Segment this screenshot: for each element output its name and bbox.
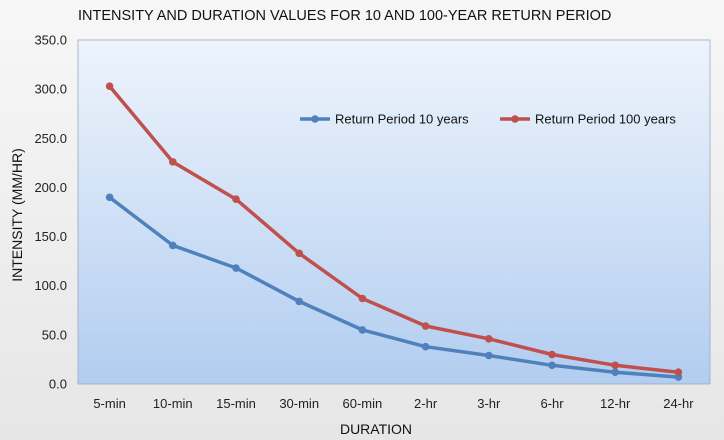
data-point [548, 361, 556, 370]
x-tick-label: 60-min [343, 396, 383, 411]
legend-item: Return Period 100 years [500, 112, 676, 127]
x-tick-label: 15-min [216, 396, 256, 411]
y-axis: 0.0 50.0 100.0 150.0 200.0 250.0 300.0 350.0 [34, 33, 67, 392]
data-point [295, 249, 304, 258]
legend-item: Return Period 10 years [300, 112, 469, 127]
y-tick-label: 350.0 [34, 33, 67, 48]
data-point [169, 158, 177, 166]
x-axis-title: DURATION [340, 421, 412, 437]
y-tick-label: 200.0 [34, 180, 67, 195]
data-point [105, 82, 114, 90]
data-point [611, 361, 619, 370]
data-point [485, 334, 493, 343]
x-tick-label: 24-hr [663, 396, 694, 411]
series-line [107, 195, 681, 379]
chart-title: INTENSITY AND DURATION VALUES FOR 10 AND… [78, 8, 611, 24]
data-point [548, 350, 556, 359]
x-axis: 5-min 10-min 15-min 30-min 60-min 2-hr 3-hr 6-h… [93, 396, 694, 411]
y-tick-label: 250.0 [34, 131, 67, 146]
x-tick-label: 30-min [279, 396, 319, 411]
legend-marker [311, 115, 319, 123]
x-tick-label: 3-hr [477, 396, 501, 411]
y-tick-label: 150.0 [34, 229, 67, 244]
x-tick-label: 2-hr [414, 396, 438, 411]
data-point [674, 368, 683, 377]
series-layer [105, 82, 683, 381]
data-point [485, 351, 493, 360]
legend-marker [511, 115, 519, 123]
x-tick-label: 12-hr [600, 396, 631, 411]
y-tick-label: 0.0 [49, 377, 67, 392]
y-tick-label: 300.0 [34, 82, 67, 97]
y-axis-title: INTENSITY (MM/HR) [9, 148, 25, 282]
data-point [169, 241, 177, 250]
legend-label: Return Period 10 years [335, 112, 469, 127]
data-point [421, 322, 430, 330]
data-point [421, 342, 430, 351]
plot-area [77, 39, 711, 385]
data-point [611, 368, 619, 377]
series-line [107, 84, 681, 374]
y-tick-label: 100.0 [34, 278, 67, 293]
series-1 [105, 193, 683, 381]
legend: Return Period 10 years Return Period 100 … [300, 112, 676, 127]
x-tick-label: 6-hr [540, 396, 564, 411]
data-point [232, 264, 240, 272]
legend-label: Return Period 100 years [535, 112, 676, 127]
data-point [358, 326, 367, 334]
data-point [232, 195, 240, 204]
data-point [295, 297, 304, 306]
data-point [358, 294, 367, 303]
x-tick-label: 5-min [93, 396, 126, 411]
series-2 [105, 82, 683, 377]
y-tick-label: 50.0 [42, 327, 67, 342]
x-tick-label: 10-min [153, 396, 193, 411]
data-point [105, 193, 114, 202]
